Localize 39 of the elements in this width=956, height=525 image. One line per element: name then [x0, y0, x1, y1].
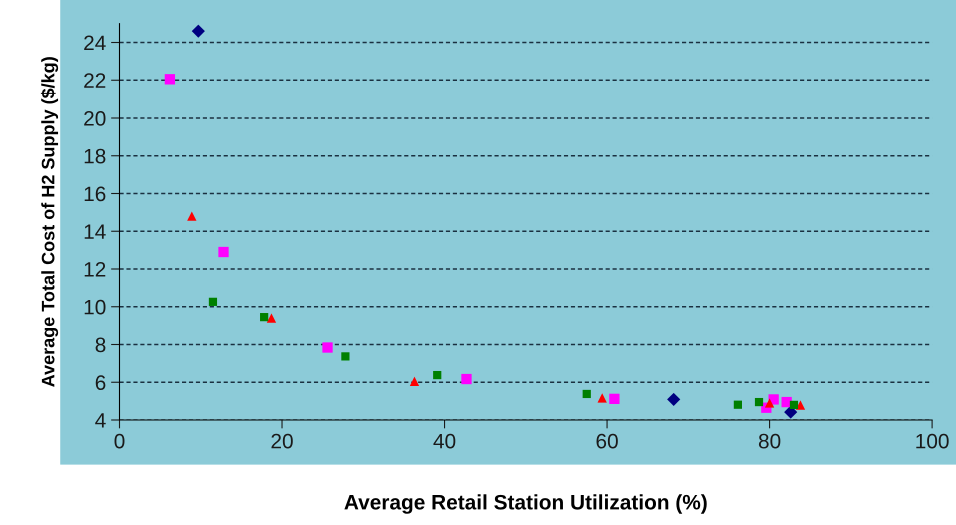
y-axis-title: Average Total Cost of H2 Supply ($/kg)	[40, 57, 58, 387]
y-tick-label: 6	[96, 375, 106, 390]
point	[667, 392, 680, 406]
point	[790, 400, 798, 410]
point	[410, 376, 420, 386]
y-tick-label: 24	[84, 36, 106, 50]
x-tick-label: 40	[433, 434, 456, 448]
point	[341, 352, 350, 360]
x-tick-label: 100	[916, 434, 949, 448]
x-tick-label: 20	[271, 434, 293, 448]
y-tick-label: 18	[84, 148, 106, 164]
y-tick-label: 22	[84, 73, 106, 88]
point	[598, 393, 607, 403]
point	[754, 398, 764, 406]
x-axis-title: Average Retail Station Utilization (%)	[344, 494, 707, 514]
point	[433, 370, 442, 380]
point	[164, 74, 176, 84]
point	[260, 313, 268, 322]
y-tick-label: 12	[84, 262, 106, 277]
y-tick-label: 10	[84, 300, 106, 315]
point	[266, 313, 276, 323]
point	[764, 398, 774, 408]
point	[208, 298, 218, 306]
point	[192, 24, 205, 38]
point	[461, 374, 472, 384]
point	[322, 342, 333, 353]
point	[187, 211, 196, 221]
y-tick-label: 16	[84, 186, 106, 202]
x-tick-label: 0	[114, 434, 124, 448]
point	[218, 246, 229, 258]
y-tick-label: 14	[84, 224, 106, 239]
x-tick-label: 60	[596, 434, 618, 448]
y-tick-label: 8	[96, 338, 106, 352]
point	[609, 394, 620, 404]
y-tick-label: 20	[84, 111, 106, 126]
y-tick-label: 4	[95, 413, 106, 428]
x-tick-label: 80	[758, 434, 780, 448]
point	[582, 390, 591, 398]
point	[734, 400, 742, 409]
